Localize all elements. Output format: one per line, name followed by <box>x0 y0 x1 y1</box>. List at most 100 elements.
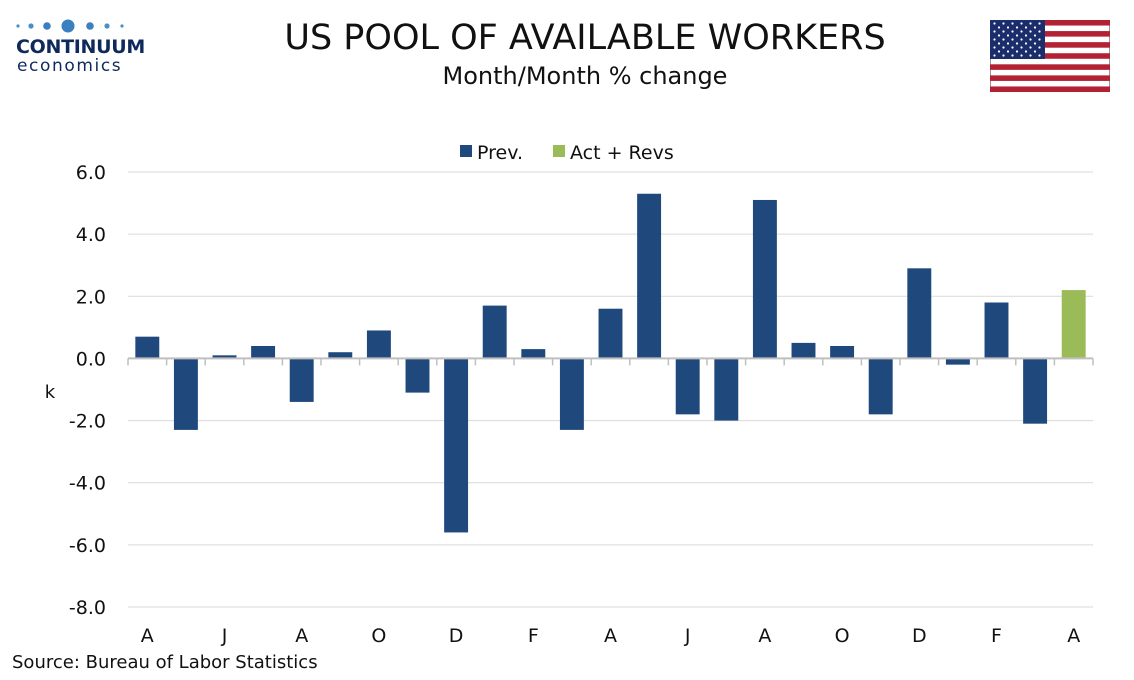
x-tick-label: D <box>449 625 464 647</box>
flag-star <box>1024 26 1028 29</box>
flag-star <box>1002 54 1005 57</box>
bar-prev <box>212 355 237 359</box>
flag-stripe <box>990 31 1110 37</box>
x-tick-label: D <box>912 625 927 647</box>
flag-star <box>993 30 996 33</box>
flag-star <box>1024 42 1028 45</box>
y-tick-label: -8.0 <box>69 597 106 619</box>
chart-subtitle: Month/Month % change <box>442 62 728 90</box>
bar-prev <box>559 358 584 430</box>
flag-star <box>1006 26 1010 29</box>
flag-stripe <box>990 20 1110 26</box>
bar-prev <box>598 308 623 359</box>
flag-star <box>1029 38 1032 41</box>
flag-star <box>1002 38 1005 41</box>
flag-star <box>1020 54 1023 57</box>
flag-star <box>993 54 996 57</box>
flag-star <box>1033 42 1037 45</box>
flag-star <box>1029 30 1032 33</box>
x-tick-label: F <box>991 625 1002 647</box>
flag-star <box>1029 54 1032 57</box>
x-tick-label: O <box>371 625 386 647</box>
flag-star <box>1002 22 1005 25</box>
x-tick-label: J <box>221 625 228 647</box>
bars <box>135 193 1086 533</box>
y-axis-label: k <box>45 382 56 403</box>
bar-prev <box>405 358 430 393</box>
bar-prev <box>173 358 198 430</box>
flag-stripe <box>990 42 1110 48</box>
legend-label-prev: Prev. <box>477 142 523 164</box>
bar-prev <box>482 305 507 359</box>
logo-brand: CONTINUUM <box>16 36 145 58</box>
flag-star <box>1011 46 1014 49</box>
y-tick-label: -2.0 <box>69 411 106 433</box>
flag-star <box>1015 50 1019 53</box>
flag-star <box>1006 42 1010 45</box>
flag-star <box>1020 38 1023 41</box>
legend-swatch-prev <box>460 145 472 157</box>
flag-stripe <box>990 64 1110 70</box>
flag-star <box>1038 22 1041 25</box>
y-tick-label: -6.0 <box>69 535 106 557</box>
flag-stripe <box>990 53 1110 59</box>
bar-prev <box>675 358 700 415</box>
flag-star <box>993 38 996 41</box>
flag-star <box>1024 34 1028 37</box>
bar-prev <box>251 346 276 359</box>
y-tick-label: 0.0 <box>76 348 106 370</box>
gridlines <box>128 171 1093 608</box>
bar-prev <box>984 302 1009 359</box>
bar-prev <box>868 358 893 415</box>
legend: Prev. Act + Revs <box>460 142 674 164</box>
x-tick-label: A <box>1067 625 1080 647</box>
flag-star <box>1015 42 1019 45</box>
flag-star <box>993 46 996 49</box>
flag-star <box>1029 46 1032 49</box>
legend-swatch-act-revs <box>553 145 565 157</box>
bar-prev <box>752 199 777 359</box>
flag-star <box>1020 22 1023 25</box>
flag-star <box>1038 54 1041 57</box>
x-tick-label: F <box>528 625 539 647</box>
x-tick-label: A <box>295 625 308 647</box>
y-tick-label: -4.0 <box>69 473 106 495</box>
flag-star <box>1011 38 1014 41</box>
flag-star <box>997 50 1001 53</box>
continuum-logo: CONTINUUM economics <box>14 14 145 78</box>
x-tick-label: O <box>835 625 850 647</box>
bar-prev <box>1023 358 1048 424</box>
flag-star <box>1015 34 1019 37</box>
bar-prev <box>945 358 970 365</box>
bar-prev <box>135 336 160 359</box>
bar-prev <box>521 349 546 359</box>
flag-star <box>1024 50 1028 53</box>
bar-prev <box>637 193 662 359</box>
flag-star <box>997 26 1001 29</box>
bar-prev <box>830 346 855 359</box>
flag-star <box>1033 26 1037 29</box>
x-tick-label: A <box>758 625 771 647</box>
flag-star <box>1038 46 1041 49</box>
x-tick-label: J <box>684 625 691 647</box>
flag-star <box>1011 22 1014 25</box>
bar-prev <box>328 352 353 359</box>
source-note: Source: Bureau of Labor Statistics <box>12 652 318 673</box>
bar-prev <box>444 358 469 533</box>
flag-star <box>1006 34 1010 37</box>
y-tick-label: 4.0 <box>76 224 106 246</box>
bar-prev <box>366 330 391 359</box>
x-tick-label: A <box>141 625 154 647</box>
flag-star <box>997 34 1001 37</box>
flag-star <box>1015 26 1019 29</box>
flag-star <box>1011 30 1014 33</box>
flag-star <box>1020 30 1023 33</box>
y-tick-label: 2.0 <box>76 286 106 308</box>
flag-star <box>1033 50 1037 53</box>
us-flag-icon <box>990 20 1110 92</box>
flag-stripe <box>990 86 1110 92</box>
legend-label-act-revs: Act + Revs <box>570 142 674 164</box>
flag-star <box>1033 34 1037 37</box>
flag-star <box>1038 38 1041 41</box>
